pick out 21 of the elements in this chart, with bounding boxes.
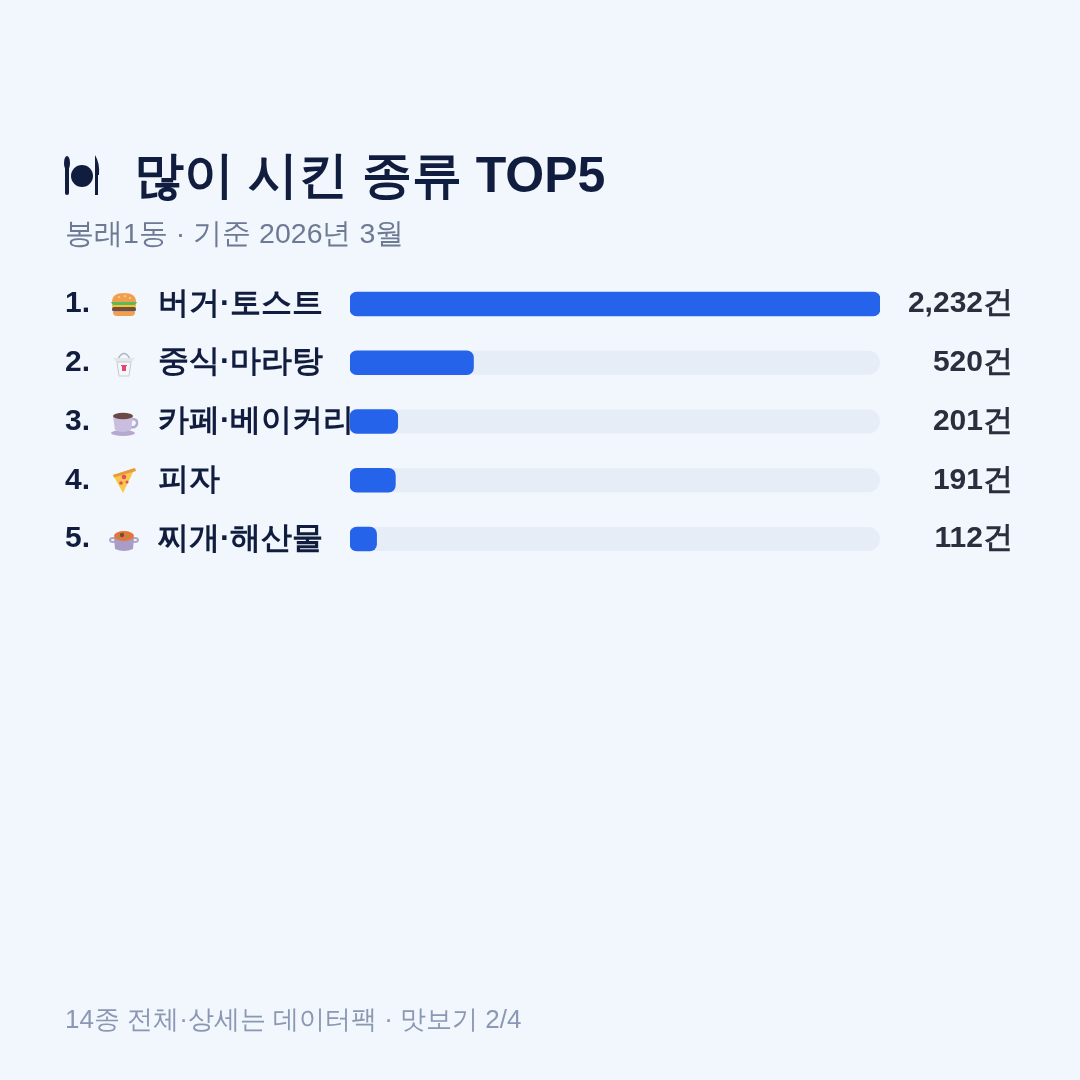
chart-title: 많이 시킨 종류 TOP5 <box>134 147 606 203</box>
data-label: 112건 <box>934 520 1013 554</box>
bar <box>350 350 474 376</box>
data-label: 2,232건 <box>907 285 1013 319</box>
y-tick-label: 찌개·해산물 <box>157 519 324 555</box>
y-tick-label: 중식·마라탕 <box>158 343 324 379</box>
data-label: 520건 <box>932 344 1013 378</box>
text: 14종 전체·상세는 데이터팩 · 맛보기 2/4 <box>65 1003 522 1036</box>
text: 3. <box>65 402 91 436</box>
text: 2. <box>65 344 91 378</box>
text: 5. <box>65 520 91 554</box>
data-label: 201건 <box>932 402 1013 436</box>
y-tick-label: 피자 <box>158 460 220 496</box>
y-tick-label: 버거·토스트 <box>158 284 324 320</box>
text: 4. <box>65 461 91 495</box>
data-label: 191건 <box>932 461 1013 495</box>
text: 1. <box>65 285 91 319</box>
y-tick-label: 카페·베이커리 <box>158 402 355 438</box>
chart-subtitle: 봉래1동 · 기준 2026년 3월 <box>65 216 405 251</box>
bar <box>350 409 399 434</box>
bar <box>350 467 396 493</box>
